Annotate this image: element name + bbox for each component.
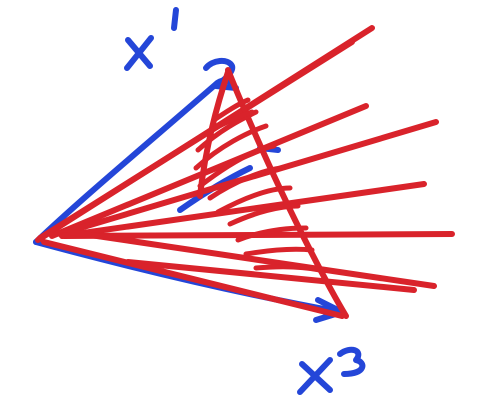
red-rays — [35, 25, 455, 319]
label-x3 — [297, 346, 366, 395]
label-x1 — [124, 7, 179, 71]
red-shading — [193, 97, 323, 273]
